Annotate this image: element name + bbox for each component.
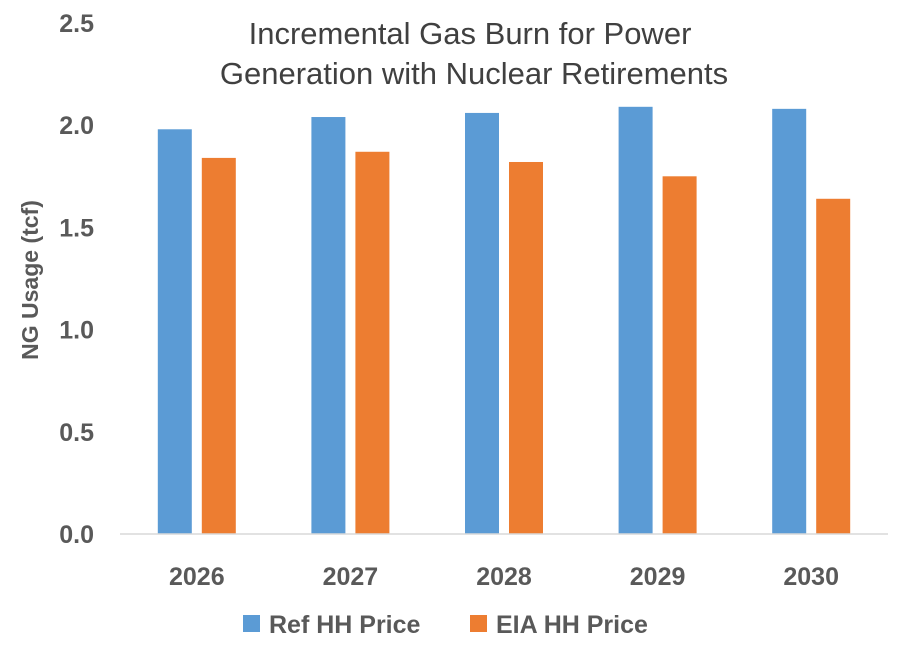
bar-eia-2026 bbox=[201, 157, 236, 535]
bar-eia-2030 bbox=[816, 198, 851, 534]
y-tick-label: 1.5 bbox=[59, 214, 94, 242]
bar-ref-2027 bbox=[311, 117, 346, 535]
x-axis-ticks: 2026 2027 2028 2029 2030 bbox=[169, 563, 839, 591]
x-tick-label: 2028 bbox=[476, 563, 532, 591]
bar-ref-2026 bbox=[157, 129, 192, 534]
legend-label-ref: Ref HH Price bbox=[269, 611, 421, 639]
chart-title-line-2: Generation with Nuclear Retirements bbox=[220, 56, 728, 91]
legend-swatch-eia bbox=[470, 615, 487, 632]
y-tick-label: 0.0 bbox=[59, 521, 94, 549]
y-tick-label: 0.5 bbox=[59, 419, 94, 447]
legend: Ref HH Price EIA HH Price bbox=[243, 611, 648, 639]
bar-eia-2028 bbox=[509, 161, 543, 534]
y-tick-label: 2.0 bbox=[59, 112, 94, 140]
x-tick-label: 2027 bbox=[323, 563, 379, 591]
x-tick-label: 2030 bbox=[783, 563, 839, 591]
bars-group bbox=[157, 106, 851, 535]
y-tick-label: 2.5 bbox=[59, 10, 94, 38]
x-tick-label: 2029 bbox=[630, 563, 686, 591]
x-tick-label: 2026 bbox=[169, 563, 225, 591]
bar-ref-2028 bbox=[465, 112, 499, 534]
legend-swatch-ref bbox=[243, 615, 260, 632]
bar-eia-2027 bbox=[355, 151, 390, 534]
legend-label-eia: EIA HH Price bbox=[496, 611, 648, 639]
bar-eia-2029 bbox=[662, 176, 697, 535]
y-axis-label: NG Usage (tcf) bbox=[17, 200, 43, 360]
y-tick-label: 1.0 bbox=[59, 317, 94, 345]
chart-title-line-1: Incremental Gas Burn for Power bbox=[249, 16, 692, 51]
bar-ref-2029 bbox=[618, 106, 653, 534]
y-axis-ticks: 0.0 0.5 1.0 1.5 2.0 2.5 bbox=[59, 10, 94, 549]
bar-ref-2030 bbox=[772, 108, 807, 535]
